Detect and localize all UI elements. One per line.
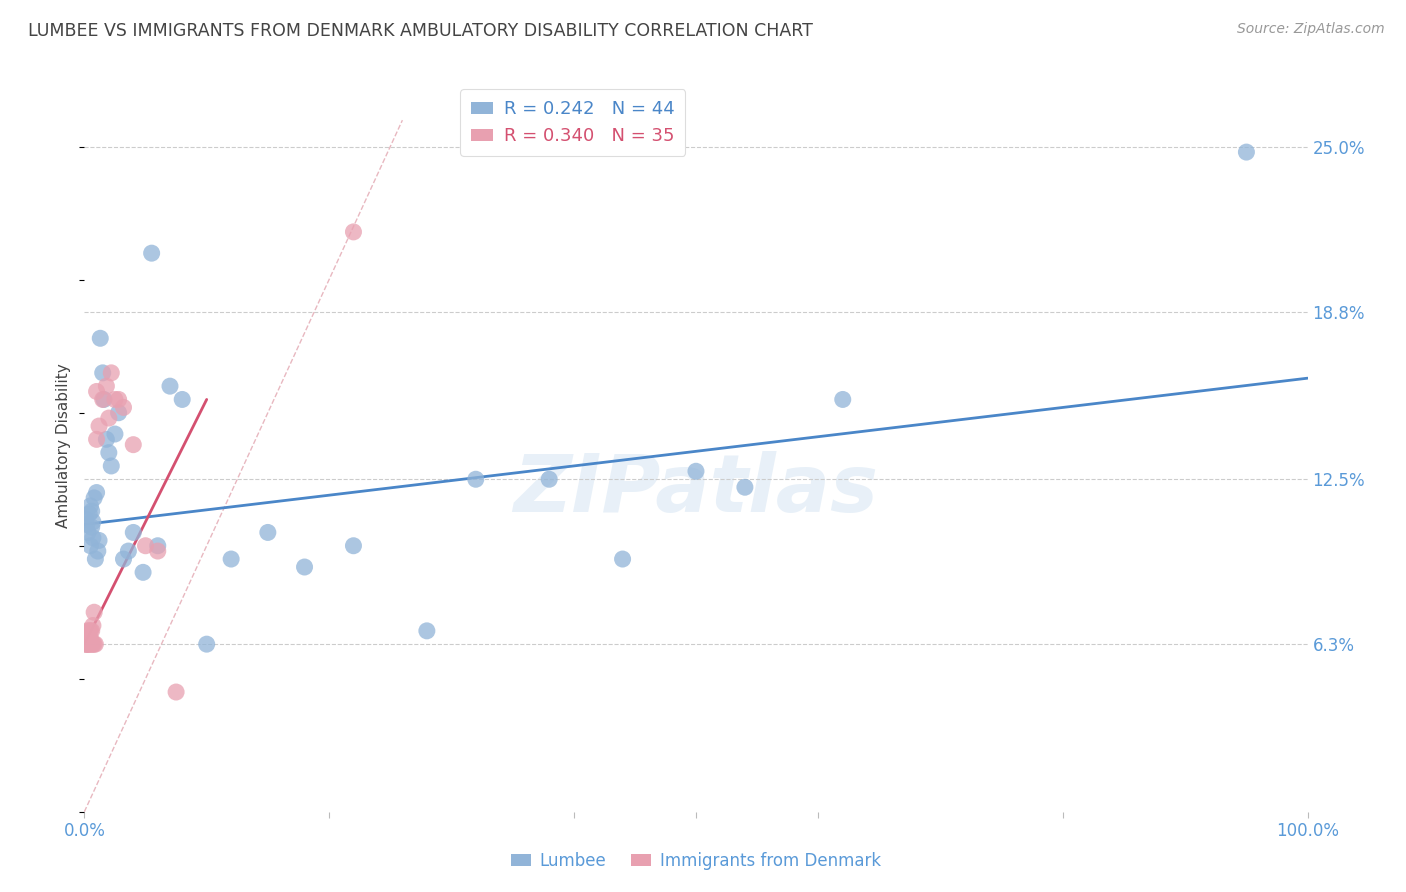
Point [87, 419, 110, 434]
Point [107, 392, 129, 407]
Point [96, 433, 118, 447]
Point [195, 637, 218, 651]
Point [112, 552, 135, 566]
Point [76, 517, 98, 532]
Point [83, 605, 105, 619]
Text: LUMBEE VS IMMIGRANTS FROM DENMARK AMBULATORY DISABILITY CORRELATION CHART: LUMBEE VS IMMIGRANTS FROM DENMARK AMBULA… [28, 22, 813, 40]
Point [93, 392, 115, 407]
Point [86, 485, 108, 500]
Point [80, 637, 103, 651]
Point [77, 624, 100, 638]
Point [165, 685, 187, 699]
Text: Source: ZipAtlas.com: Source: ZipAtlas.com [1237, 22, 1385, 37]
Point [77, 632, 100, 646]
Point [342, 225, 364, 239]
Point [117, 544, 139, 558]
Point [82, 618, 104, 632]
Point [84, 637, 107, 651]
Point [159, 379, 181, 393]
Point [75, 512, 97, 526]
Point [132, 566, 155, 580]
Point [538, 472, 561, 486]
Point [80, 624, 103, 638]
Point [84, 552, 107, 566]
Point [79, 624, 101, 638]
Point [77, 637, 100, 651]
Point [416, 624, 439, 638]
Point [464, 472, 486, 486]
Point [76, 637, 98, 651]
Point [80, 520, 103, 534]
Point [77, 637, 100, 651]
Point [342, 539, 364, 553]
Point [112, 401, 135, 415]
Point [87, 544, 110, 558]
Point [77, 507, 100, 521]
Point [79, 539, 101, 553]
Point [79, 632, 101, 646]
Point [79, 637, 101, 651]
Point [172, 392, 194, 407]
Point [107, 406, 129, 420]
Point [76, 624, 98, 638]
Point [80, 504, 103, 518]
Point [100, 366, 122, 380]
Point [141, 246, 163, 260]
Point [89, 331, 111, 345]
Point [122, 438, 145, 452]
Point [75, 632, 97, 646]
Point [122, 525, 145, 540]
Point [146, 544, 169, 558]
Point [86, 384, 108, 399]
Point [91, 392, 114, 407]
Point [77, 525, 100, 540]
Point [82, 531, 104, 545]
Point [97, 445, 120, 459]
Y-axis label: Ambulatory Disability: Ambulatory Disability [56, 364, 72, 528]
Point [83, 637, 105, 651]
Point [146, 539, 169, 553]
Point [831, 392, 853, 407]
Point [97, 411, 120, 425]
Point [75, 637, 97, 651]
Point [257, 525, 280, 540]
Point [219, 552, 242, 566]
Legend: Lumbee, Immigrants from Denmark: Lumbee, Immigrants from Denmark [505, 846, 887, 877]
Point [135, 539, 157, 553]
Point [734, 480, 756, 494]
Point [1236, 145, 1258, 160]
Point [83, 491, 105, 505]
Point [91, 366, 114, 380]
Point [100, 458, 122, 473]
Text: ZIPatlas: ZIPatlas [513, 450, 879, 529]
Point [86, 433, 108, 447]
Point [104, 392, 127, 407]
Point [104, 427, 127, 442]
Point [96, 379, 118, 393]
Point [79, 499, 101, 513]
Point [82, 637, 104, 651]
Point [82, 515, 104, 529]
Point [75, 637, 97, 651]
Point [77, 637, 100, 651]
Point [294, 560, 316, 574]
Point [87, 533, 110, 548]
Point [685, 464, 707, 478]
Point [612, 552, 634, 566]
